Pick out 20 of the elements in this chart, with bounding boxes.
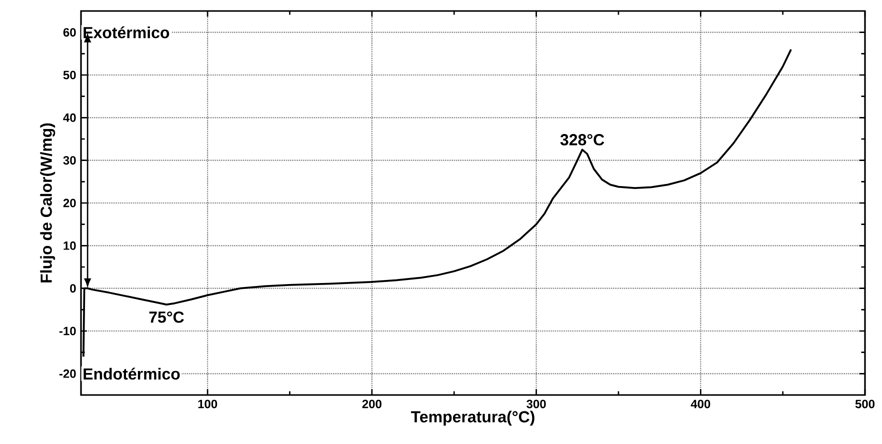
y-tick-label: 10 (64, 241, 76, 250)
annotation: Endotérmico (84, 368, 180, 380)
y-tick-label: 0 (70, 284, 76, 293)
y-tick-label: 60 (63, 28, 76, 37)
y-tick-label: -20 (59, 369, 76, 378)
y-tick-label: 30 (63, 156, 76, 165)
annotation: 328°C (560, 134, 604, 146)
x-tick-label: 200 (362, 400, 382, 408)
y-tick-label: 20 (63, 198, 76, 208)
y-tick-label: -10 (59, 326, 76, 336)
y-axis-title: Flujo de Calor(W/mg) (40, 123, 56, 282)
annotation: 75°C (149, 311, 184, 323)
annotation: Exotérmico (84, 26, 170, 38)
y-tick-label: 40 (63, 113, 76, 122)
x-tick-label: 400 (690, 400, 710, 408)
x-tick-label: 300 (526, 400, 546, 408)
x-tick-label: 100 (198, 400, 218, 408)
x-axis-title: Temperatura(°C) (411, 410, 534, 426)
y-tick-label: 50 (63, 70, 76, 80)
x-tick-label: 500 (855, 400, 875, 408)
